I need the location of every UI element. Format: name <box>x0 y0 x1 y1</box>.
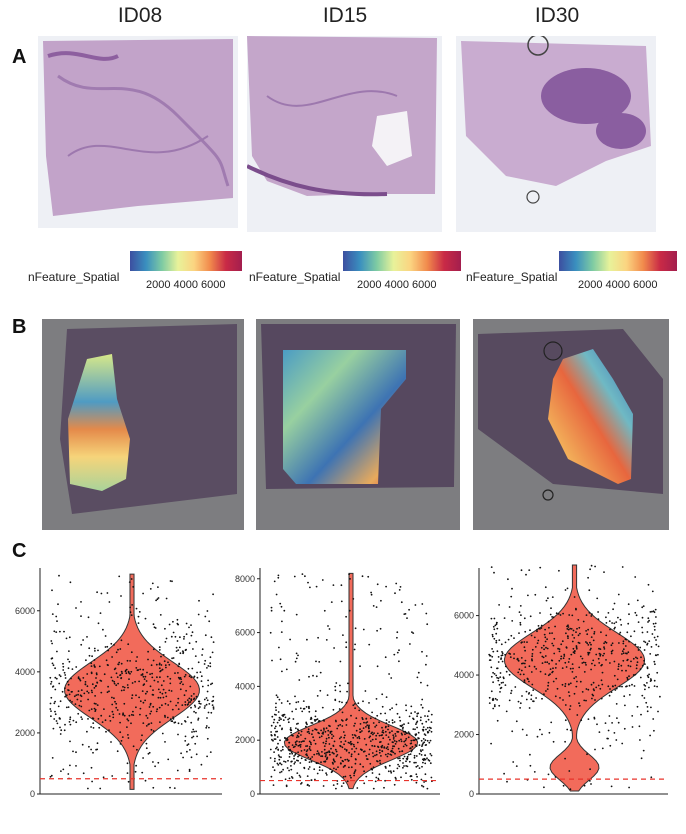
legend-id08: nFeature_Spatial 2000 4000 6000 <box>28 248 248 291</box>
jitter-points <box>488 564 661 791</box>
violin-plots: 0 2000 4000 6000 0 2000 4000 6000 8000 0 2000 4000 6… <box>15 564 668 799</box>
legend-id30: nFeature_Spatial 2000 4000 6000 <box>466 248 682 291</box>
legend-id15: nFeature_Spatial 2000 4000 6000 <box>249 248 469 291</box>
spatial-map-id30 <box>473 319 669 530</box>
column-title-id30: ID30 <box>534 4 580 27</box>
panel-label-c: C <box>12 540 27 562</box>
column-title-id15: ID15 <box>322 4 368 27</box>
y-tick-label: 6000 <box>235 628 255 638</box>
legend-title: nFeature_Spatial <box>28 270 120 284</box>
violin-shape <box>283 572 419 790</box>
panel-label-a: A <box>12 46 27 68</box>
legend-ticks: 2000 4000 6000 <box>578 279 658 291</box>
spatial-map-id15 <box>256 319 460 530</box>
color-scale-bar <box>343 251 461 271</box>
y-tick-label: 0 <box>250 789 255 799</box>
y-tick-label: 2000 <box>15 728 35 738</box>
jitter-points <box>269 573 433 790</box>
y-tick-label: 8000 <box>235 574 255 584</box>
y-tick-label: 4000 <box>454 670 474 680</box>
color-scale-bar <box>130 251 242 271</box>
y-tick-label: 6000 <box>454 611 474 621</box>
panel-label-b: B <box>12 316 27 338</box>
jitter-points <box>49 574 215 790</box>
legend-title: nFeature_Spatial <box>249 270 341 284</box>
violin-shape <box>64 573 200 790</box>
color-scale-bar <box>559 251 677 271</box>
he-image-id30 <box>456 36 656 232</box>
y-tick-label: 2000 <box>235 735 255 745</box>
legend-ticks: 2000 4000 6000 <box>357 279 437 291</box>
y-tick-label: 0 <box>469 789 474 799</box>
he-image-id08 <box>38 36 238 228</box>
y-tick-label: 2000 <box>454 730 474 740</box>
legend-ticks: 2000 4000 6000 <box>146 279 226 291</box>
spatial-map-id08 <box>42 319 244 530</box>
y-tick-label: 4000 <box>235 681 255 691</box>
he-image-id15 <box>247 36 442 232</box>
y-tick-label: 6000 <box>15 606 35 616</box>
y-tick-label: 4000 <box>15 667 35 677</box>
legend-title: nFeature_Spatial <box>466 270 558 284</box>
column-title-id08: ID08 <box>117 4 163 27</box>
y-tick-label: 0 <box>30 789 35 799</box>
